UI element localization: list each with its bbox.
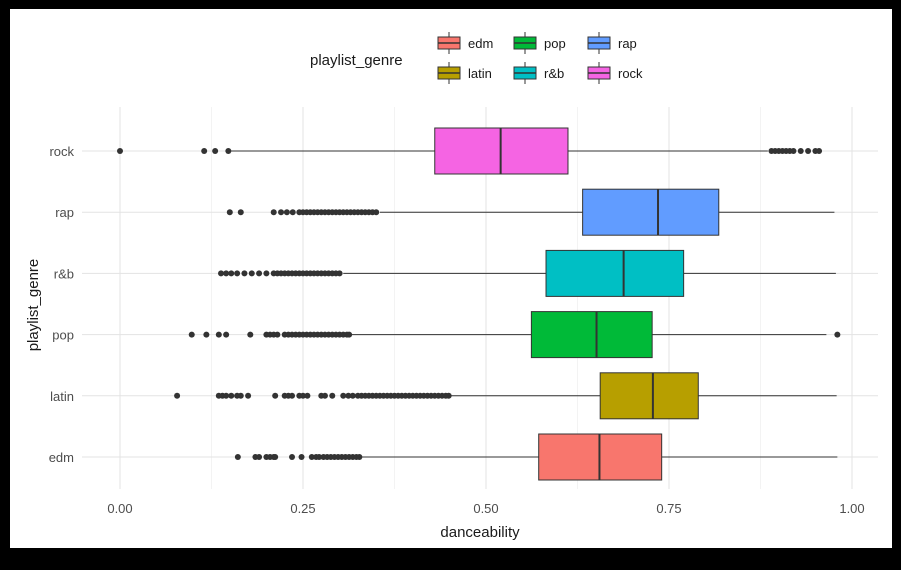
- outlier-point: [272, 392, 279, 399]
- outlier-point: [356, 454, 363, 460]
- outlier-point: [241, 270, 248, 277]
- outlier-point: [188, 331, 195, 338]
- outlier-point: [445, 392, 452, 399]
- legend-item-rock: rock: [587, 62, 643, 84]
- outlier-point: [308, 454, 315, 460]
- y-tick-label: pop: [52, 328, 74, 343]
- outlier-point: [263, 270, 270, 277]
- outlier-point: [247, 331, 254, 338]
- legend-item-rb: r&b: [513, 62, 564, 84]
- outlier-point: [816, 148, 823, 154]
- x-tick-label: 0.25: [290, 501, 315, 516]
- outlier-point: [834, 331, 841, 338]
- outlier-point: [223, 270, 230, 277]
- x-axis-title: danceability: [440, 524, 520, 541]
- legend-label: pop: [544, 36, 566, 51]
- outlier-point: [174, 392, 181, 399]
- y-tick-label: rap: [55, 205, 74, 220]
- y-tick-label: latin: [50, 389, 74, 404]
- outlier-point: [223, 392, 230, 399]
- outlier-point: [321, 392, 328, 399]
- outlier-point: [289, 209, 296, 216]
- legend-label: latin: [468, 66, 492, 81]
- y-axis-title: playlist_genre: [25, 259, 42, 352]
- outlier-point: [289, 392, 296, 399]
- iqr-box: [599, 372, 699, 420]
- y-axis-ticks: edm latin pop r&b rap rock: [49, 144, 75, 465]
- legend-label: rock: [618, 66, 643, 81]
- outlier-point: [225, 148, 232, 154]
- legend-label: rap: [618, 36, 637, 51]
- outlier-point: [805, 148, 812, 154]
- outlier-point: [245, 392, 252, 399]
- outlier-point: [237, 209, 244, 216]
- outlier-point: [237, 392, 244, 399]
- outlier-point: [228, 392, 235, 399]
- outlier-point: [256, 454, 263, 460]
- outlier-point: [226, 209, 233, 216]
- boxes: [117, 127, 841, 481]
- outlier-point: [274, 331, 281, 338]
- outlier-point: [289, 454, 296, 460]
- legend-item-latin: latin: [437, 62, 492, 84]
- outlier-point: [212, 148, 219, 154]
- box-rap: [226, 188, 835, 236]
- boxplot-chart: 0.00 0.25 0.50 0.75 1.00 edm latin pop r&b rap ro…: [25, 32, 878, 541]
- outlier-point: [201, 148, 208, 154]
- legend-item-edm: edm: [437, 32, 493, 54]
- outlier-point: [270, 209, 277, 216]
- x-tick-label: 0.50: [473, 501, 498, 516]
- outlier-point: [278, 209, 285, 216]
- outlier-point: [215, 331, 222, 338]
- outlier-point: [234, 270, 241, 277]
- outlier-point: [336, 270, 343, 277]
- legend-label: r&b: [544, 66, 564, 81]
- outlier-point: [316, 454, 323, 460]
- outlier-point: [283, 209, 290, 216]
- outlier-point: [298, 454, 305, 460]
- outlier-point: [218, 270, 225, 277]
- y-tick-label: r&b: [54, 266, 74, 281]
- outlier-point: [228, 270, 235, 277]
- box-edm: [234, 433, 838, 481]
- outlier-point: [234, 454, 241, 460]
- iqr-box: [582, 188, 720, 236]
- iqr-box: [545, 249, 685, 297]
- outlier-point: [223, 331, 230, 338]
- outlier-point: [790, 148, 797, 154]
- y-tick-label: rock: [49, 144, 74, 159]
- outlier-point: [797, 148, 804, 154]
- legend-label: edm: [468, 36, 493, 51]
- outlier-point: [345, 392, 352, 399]
- box-rb: [218, 249, 836, 297]
- plot-panel: 0.00 0.25 0.50 0.75 1.00 edm latin pop r&b rap ro…: [10, 9, 892, 548]
- x-tick-label: 0.00: [107, 501, 132, 516]
- outlier-point: [329, 392, 336, 399]
- outlier-point: [117, 148, 123, 154]
- box-pop: [188, 311, 841, 359]
- outlier-point: [346, 331, 353, 338]
- x-axis-ticks: 0.00 0.25 0.50 0.75 1.00: [107, 501, 864, 516]
- outlier-point: [272, 454, 279, 460]
- legend: edm latin pop r&b rap rock: [437, 32, 643, 84]
- legend-title: playlist_genre: [310, 52, 403, 69]
- outlier-point: [373, 209, 380, 216]
- y-tick-label: edm: [49, 450, 74, 465]
- x-tick-label: 1.00: [839, 501, 864, 516]
- legend-item-rap: rap: [587, 32, 637, 54]
- outlier-point: [300, 392, 306, 399]
- outlier-point: [248, 270, 255, 277]
- outlier-point: [203, 331, 210, 338]
- iqr-box: [530, 311, 653, 359]
- x-tick-label: 0.75: [656, 501, 681, 516]
- outlier-point: [340, 392, 347, 399]
- outlier-point: [304, 392, 311, 399]
- legend-item-pop: pop: [513, 32, 566, 54]
- box-latin: [174, 372, 837, 420]
- outlier-point: [256, 270, 263, 277]
- box-rock: [117, 127, 823, 175]
- outlier-point: [349, 392, 356, 399]
